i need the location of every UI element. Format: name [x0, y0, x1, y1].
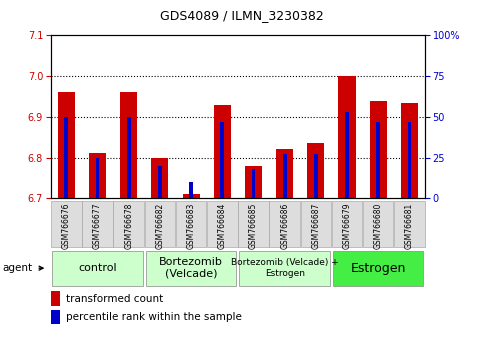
- Bar: [376, 122, 380, 198]
- Bar: [189, 182, 193, 198]
- FancyBboxPatch shape: [52, 251, 143, 286]
- Text: GDS4089 / ILMN_3230382: GDS4089 / ILMN_3230382: [159, 9, 324, 22]
- Text: GSM766680: GSM766680: [374, 202, 383, 249]
- Bar: [339, 76, 355, 198]
- Text: GSM766684: GSM766684: [218, 202, 227, 249]
- Bar: [345, 112, 349, 198]
- Bar: [127, 117, 130, 198]
- FancyBboxPatch shape: [51, 201, 82, 247]
- Bar: [183, 194, 199, 198]
- FancyBboxPatch shape: [176, 201, 206, 247]
- Bar: [369, 101, 387, 198]
- Bar: [245, 166, 262, 198]
- FancyBboxPatch shape: [333, 251, 424, 286]
- Bar: [213, 105, 231, 198]
- Bar: [58, 92, 75, 198]
- Bar: [158, 166, 162, 198]
- FancyBboxPatch shape: [82, 201, 113, 247]
- Text: Bortezomib (Velcade) +
Estrogen: Bortezomib (Velcade) + Estrogen: [231, 258, 339, 278]
- Text: percentile rank within the sample: percentile rank within the sample: [66, 312, 242, 322]
- FancyBboxPatch shape: [363, 201, 394, 247]
- Text: GSM766681: GSM766681: [405, 202, 414, 249]
- Text: GSM766678: GSM766678: [124, 202, 133, 249]
- Text: Bortezomib
(Velcade): Bortezomib (Velcade): [159, 257, 223, 279]
- Bar: [401, 103, 418, 198]
- Bar: [220, 122, 224, 198]
- Text: GSM766686: GSM766686: [280, 202, 289, 249]
- Bar: [307, 143, 325, 198]
- Bar: [120, 92, 137, 198]
- Bar: [89, 154, 106, 198]
- Text: agent: agent: [2, 263, 32, 273]
- Text: GSM766677: GSM766677: [93, 202, 102, 249]
- Bar: [252, 169, 256, 198]
- Text: GSM766683: GSM766683: [186, 202, 196, 249]
- FancyBboxPatch shape: [270, 201, 300, 247]
- Bar: [51, 291, 60, 306]
- FancyBboxPatch shape: [145, 201, 175, 247]
- Bar: [314, 154, 318, 198]
- FancyBboxPatch shape: [394, 201, 425, 247]
- Text: GSM766685: GSM766685: [249, 202, 258, 249]
- Bar: [276, 149, 293, 198]
- Bar: [96, 158, 99, 198]
- Bar: [283, 154, 286, 198]
- FancyBboxPatch shape: [240, 251, 330, 286]
- FancyBboxPatch shape: [114, 201, 144, 247]
- FancyBboxPatch shape: [207, 201, 238, 247]
- Text: transformed count: transformed count: [66, 293, 163, 304]
- Text: control: control: [78, 263, 117, 273]
- FancyBboxPatch shape: [238, 201, 269, 247]
- Bar: [64, 117, 68, 198]
- Bar: [151, 158, 169, 198]
- FancyBboxPatch shape: [300, 201, 331, 247]
- Bar: [51, 309, 60, 324]
- Bar: [408, 122, 412, 198]
- FancyBboxPatch shape: [146, 251, 236, 286]
- Text: Estrogen: Estrogen: [351, 262, 406, 275]
- Text: GSM766682: GSM766682: [156, 202, 164, 249]
- Text: GSM766676: GSM766676: [62, 202, 71, 249]
- FancyBboxPatch shape: [332, 201, 362, 247]
- Text: GSM766687: GSM766687: [312, 202, 320, 249]
- Text: GSM766679: GSM766679: [342, 202, 352, 249]
